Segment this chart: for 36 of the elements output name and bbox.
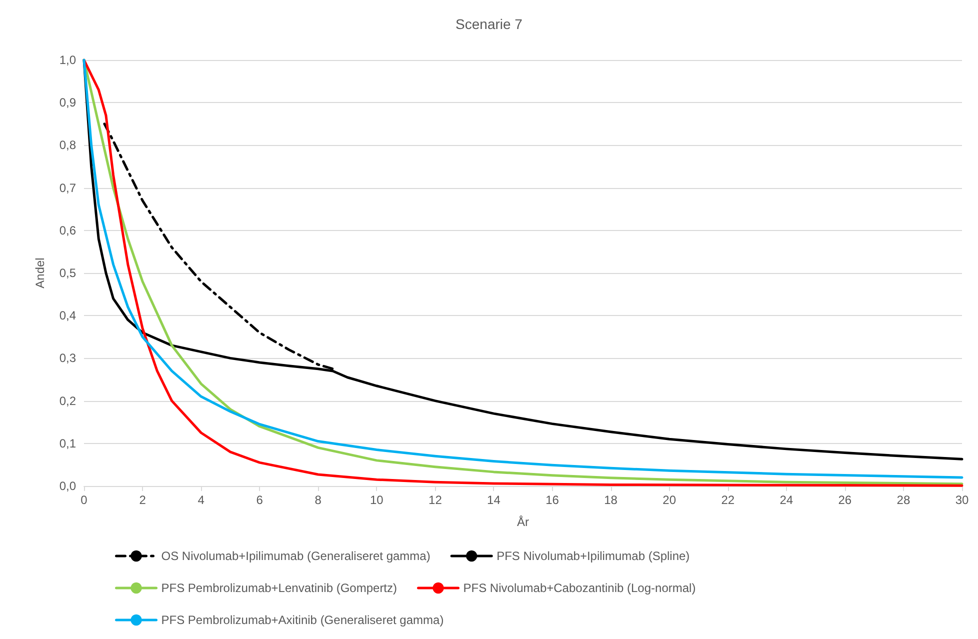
x-tick-label: 0 (80, 493, 88, 507)
y-tick-label: 0,5 (59, 266, 76, 280)
x-tick-label: 28 (896, 493, 910, 507)
x-tick-label: 16 (546, 493, 560, 507)
x-tick-label: 24 (780, 493, 794, 507)
legend-label: OS Nivolumab+Ipilimumab (Generaliseret gamma) (161, 549, 430, 563)
x-tick-label: 20 (662, 493, 676, 507)
legend-label: PFS Nivolumab+Cabozantinib (Log-normal) (463, 581, 696, 595)
x-tick-label: 2 (139, 493, 146, 507)
x-tick-label: 22 (721, 493, 735, 507)
x-tick-label: 6 (256, 493, 264, 507)
x-tick-label: 10 (370, 493, 384, 507)
y-tick-label: 0,3 (59, 351, 76, 366)
y-tick-label: 0,6 (59, 223, 76, 238)
x-tick-label: 18 (604, 493, 618, 507)
x-tick-label: 4 (198, 493, 205, 507)
x-tick-label: 26 (838, 493, 852, 507)
y-tick-label: 0,4 (59, 308, 76, 323)
x-tick-label: 14 (487, 493, 501, 507)
legend-label: PFS Pembrolizumab+Lenvatinib (Gompertz) (161, 581, 398, 595)
y-axis-title: Andel (33, 258, 47, 288)
x-tick-label: 30 (955, 493, 969, 507)
line-series (103, 122, 334, 370)
y-tick-label: 0,9 (59, 96, 76, 110)
y-tick-label: 1,0 (59, 53, 76, 67)
legend-label: PFS Nivolumab+Ipilimumab (Spline) (496, 549, 690, 563)
y-tick-label: 0,8 (59, 138, 76, 152)
x-tick-label: 12 (428, 493, 442, 507)
legend-label: PFS Pembrolizumab+Axitinib (Generaliseret gamma) (161, 613, 444, 627)
chart-title: Scenarie 7 (456, 16, 523, 32)
y-tick-label: 0,0 (59, 479, 76, 493)
x-axis-title: År (517, 515, 530, 529)
x-tick-label: 8 (314, 493, 322, 507)
y-tick-label: 0,2 (59, 394, 76, 408)
y-tick-label: 0,1 (59, 436, 76, 450)
y-tick-label: 0,7 (59, 180, 76, 195)
